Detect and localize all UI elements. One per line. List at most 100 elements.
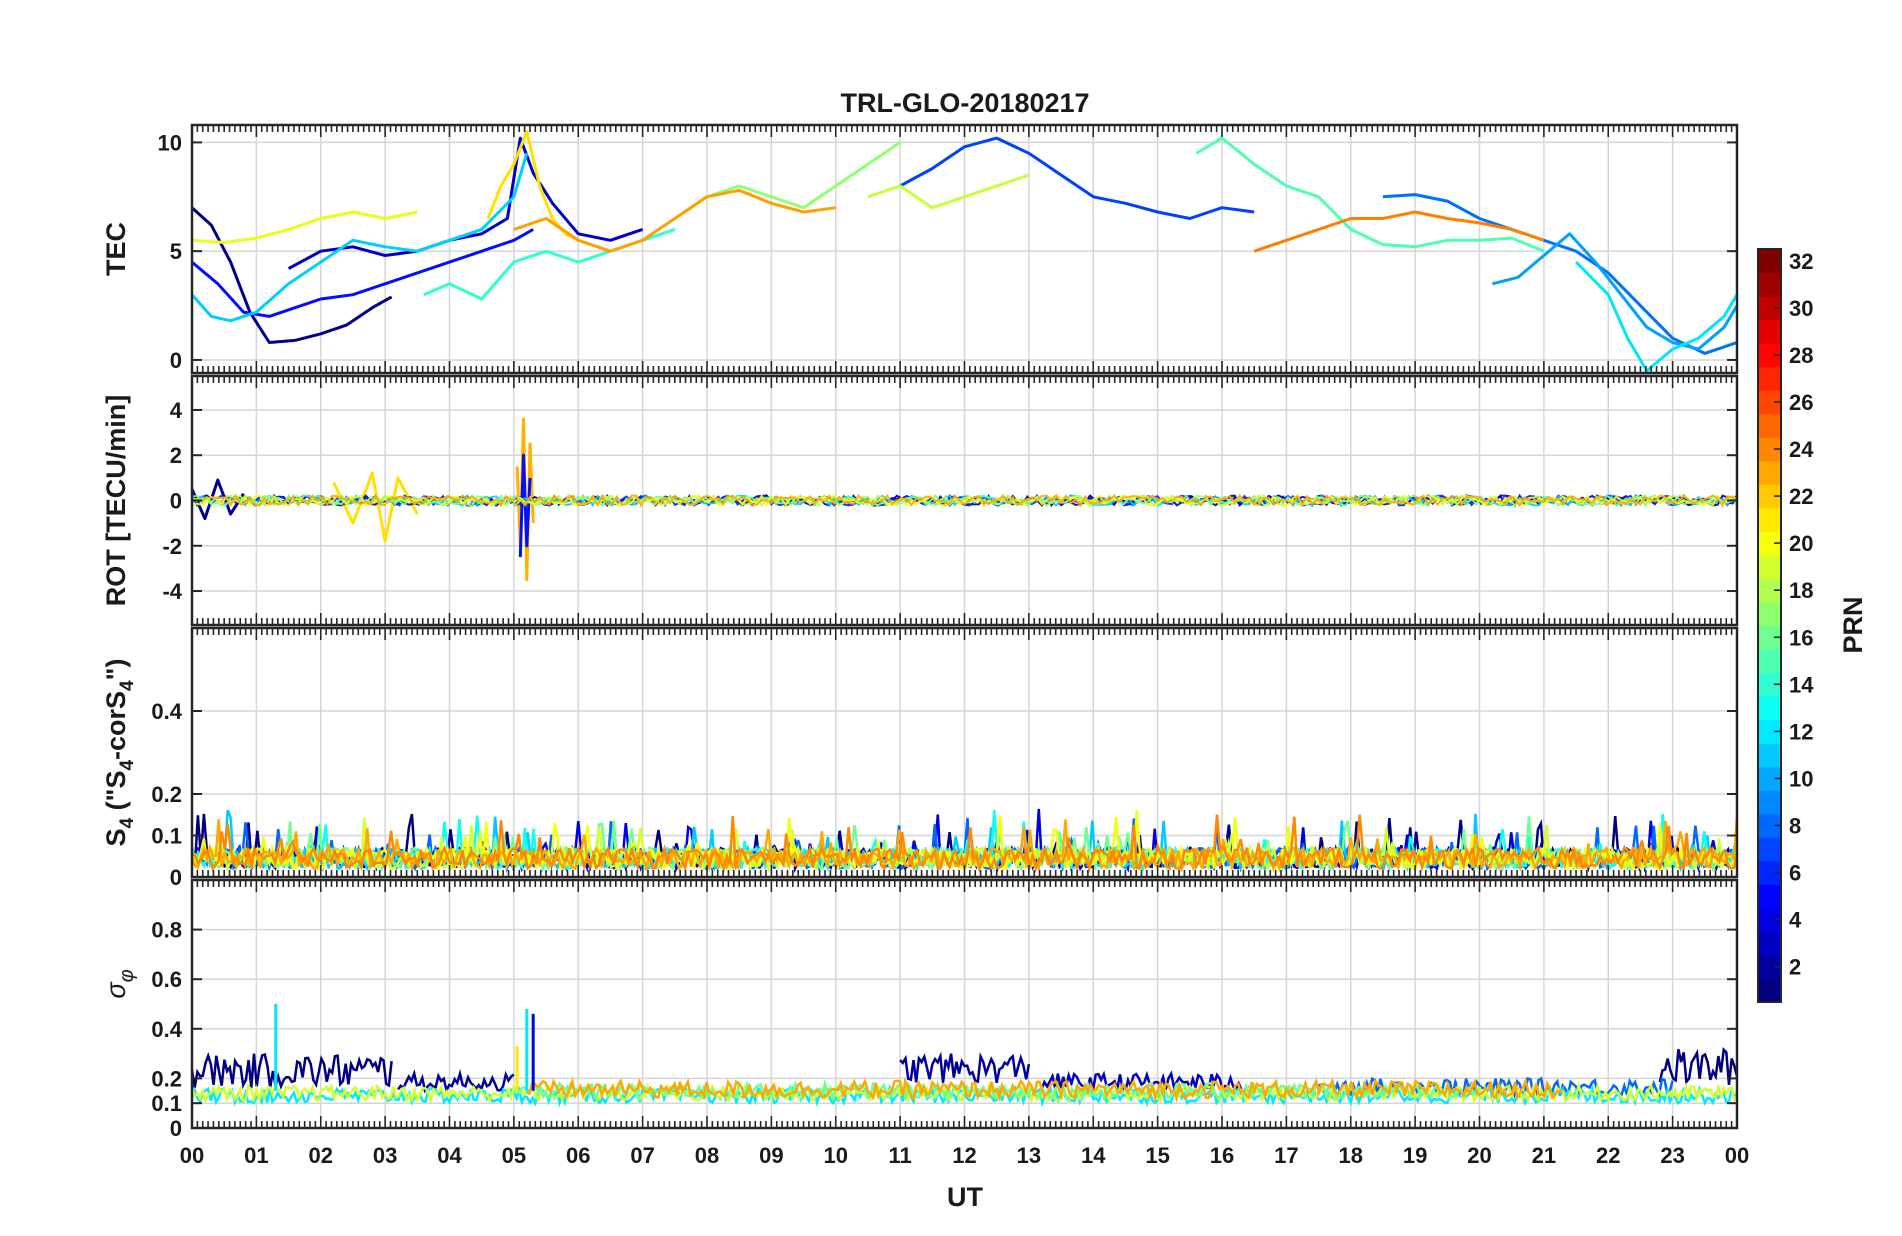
x-tick-label: 04 (437, 1143, 462, 1168)
colorbar-frame (1757, 248, 1782, 1003)
x-tick-labels: 00 01 02 03 04 05 06 07 08 09 10 11 12 13 14 15 16 17 18 19… (180, 1143, 1749, 1168)
panel-rot: -4 -2 0 2 4 ROT [TECU/min] (101, 374, 1739, 627)
colorbar-tick-label: 18 (1789, 578, 1813, 603)
colorbar-tick-label: 4 (1789, 908, 1802, 933)
y-tick-label: 0.6 (151, 967, 182, 992)
series-line-prn-24 (1253, 210, 1545, 253)
x-tick-label: 09 (759, 1143, 783, 1168)
y-axis-label-rot: ROT [TECU/min] (101, 395, 131, 606)
x-axis-label: UT (947, 1182, 983, 1212)
panel-sigma-data (190, 1004, 1739, 1108)
colorbar-swatch (1758, 860, 1781, 885)
colorbar-swatch (1758, 672, 1781, 697)
panel-tec-ticks: 0 5 10 (158, 125, 1738, 373)
colorbar-swatch (1758, 578, 1781, 603)
x-tick-label: 18 (1339, 1143, 1363, 1168)
colorbar-swatch (1758, 719, 1781, 744)
colorbar-tick-label: 12 (1789, 719, 1813, 744)
sigma-trace-prn-1 (190, 1051, 393, 1091)
panel-rot-ticks: -4 -2 0 2 4 (162, 376, 1738, 625)
colorbar-swatch (1758, 790, 1781, 815)
colorbar-swatch (1758, 954, 1781, 980)
colorbar-tick-label: 30 (1789, 296, 1813, 321)
colorbar-tick-label: 32 (1789, 249, 1813, 274)
colorbar-swatch (1758, 484, 1781, 509)
colorbar-tick-label: 22 (1789, 484, 1813, 509)
x-tick-label: 11 (888, 1143, 911, 1168)
colorbar-swatch (1758, 837, 1781, 862)
colorbar-tick-label: 2 (1789, 955, 1801, 980)
colorbar-swatch (1758, 343, 1781, 368)
x-tick-label: 22 (1596, 1143, 1620, 1168)
colorbar-swatch (1758, 766, 1781, 791)
y-tick-label: 0.1 (151, 1091, 182, 1116)
colorbar-swatch (1758, 366, 1781, 391)
panel-s4-ticks: 0 0.1 0.2 0.4 (151, 628, 1738, 890)
x-tick-label: 03 (373, 1143, 397, 1168)
x-tick-label: 19 (1403, 1143, 1427, 1168)
x-tick-label: 07 (630, 1143, 654, 1168)
x-tick-label: 05 (502, 1143, 526, 1168)
colorbar-tick-label: 6 (1789, 861, 1801, 886)
y-tick-label: 0 (170, 348, 182, 373)
chart-title: TRL-GLO-20180217 (840, 88, 1089, 118)
panel-sigma: 00.10.2 0.4 0.6 0.8 σφ (101, 878, 1739, 1141)
y-axis-label-tec: TEC (101, 222, 131, 276)
series-line-prn-11 (190, 152, 529, 323)
x-tick-label: 08 (695, 1143, 719, 1168)
colorbar-swatch (1758, 884, 1781, 909)
series-line-prn-12 (1575, 261, 1739, 373)
y-tick-label: 0.4 (151, 1017, 182, 1042)
x-tick-label: 20 (1467, 1143, 1491, 1168)
panel-s4: 0 0.1 0.2 0.4 S4 ("S4-corS4") (101, 626, 1739, 890)
sigma-trace-prn-2 (397, 1068, 515, 1095)
y-tick-label: 0.1 (151, 824, 182, 849)
panel-sigma-ticks: 00.10.2 0.4 0.6 0.8 (151, 880, 1738, 1141)
x-tick-label: 15 (1145, 1143, 1169, 1168)
colorbar-swatch (1758, 907, 1781, 933)
y-tick-label: 0 (170, 865, 182, 890)
colorbar-swatch (1758, 460, 1781, 485)
x-tick-label: 16 (1210, 1143, 1234, 1168)
panel-s4-data (190, 808, 1739, 874)
y-tick-label: 10 (158, 130, 182, 155)
colorbar-swatch (1758, 437, 1781, 462)
colorbar-tick-label: 14 (1789, 672, 1814, 697)
x-tick-label: 06 (566, 1143, 590, 1168)
colorbar-swatch (1758, 319, 1781, 344)
x-tick-label: 02 (309, 1143, 333, 1168)
colorbar-label: PRN (1838, 596, 1868, 653)
sigma-trace-prn-23 (526, 1076, 1564, 1103)
colorbar-tick-label: 10 (1789, 766, 1813, 791)
panel-sigma-vgrid (255, 880, 1674, 1128)
colorbar-swatch (1758, 531, 1781, 556)
series-line-prn-18 (867, 173, 1030, 210)
colorbar-swatch (1758, 813, 1781, 838)
x-tick-label: 10 (824, 1143, 848, 1168)
y-tick-label: -4 (162, 579, 182, 604)
y-tick-label: 0.8 (151, 918, 182, 943)
colorbar-swatch (1758, 272, 1781, 297)
y-tick-label: 2 (170, 443, 182, 468)
series-line-prn-19 (191, 210, 418, 244)
series-line-prn-5 (899, 136, 1255, 220)
y-tick-label: 0 (170, 489, 182, 514)
colorbar-swatch (1758, 649, 1781, 674)
colorbar-swatch (1758, 554, 1781, 580)
colorbar-swatch (1758, 696, 1781, 721)
colorbar-tick-label: 16 (1789, 625, 1813, 650)
sigma-trace-prn-1 (1658, 1046, 1739, 1086)
panel-tec-data (190, 130, 1739, 373)
series-line-prn-14 (1195, 136, 1545, 253)
series-line-prn-9 (1492, 232, 1739, 351)
y-tick-label: 4 (170, 398, 183, 423)
panel-rot-data (190, 417, 1738, 582)
colorbar-swatch (1758, 413, 1781, 438)
y-tick-label: 0.2 (151, 782, 182, 807)
colorbar-swatch (1758, 625, 1781, 650)
y-tick-label: 0.2 (151, 1066, 182, 1091)
